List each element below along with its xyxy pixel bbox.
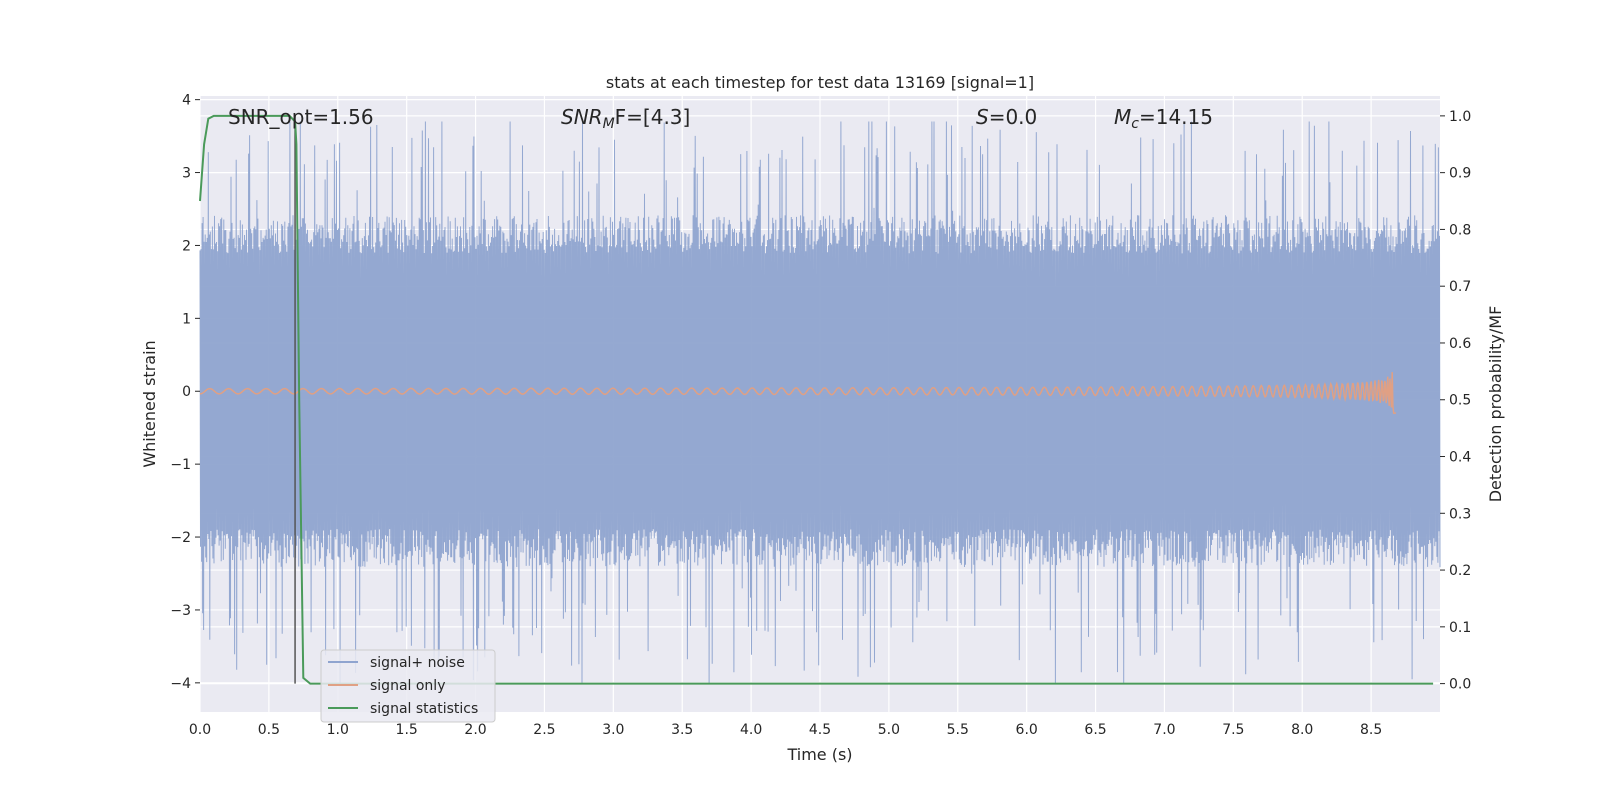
x-tick-label: 1.0: [327, 722, 349, 738]
y-right-tick-label: 0.0: [1449, 677, 1471, 693]
x-tick-label: 7.5: [1222, 722, 1244, 738]
y-left-tick-labels: 4 3 2 1 0 −1 −2 −3 −4: [170, 93, 200, 692]
x-tick-label: 3.5: [671, 722, 693, 738]
x-tick-label: 6.5: [1084, 722, 1106, 738]
y-right-tick-label: 0.4: [1449, 450, 1471, 466]
x-tick-label: 2.0: [464, 722, 486, 738]
x-tick-label: 5.5: [947, 722, 969, 738]
y-right-tick-label: 0.2: [1449, 563, 1471, 579]
annotation-snr-opt: SNR_opt=1.56: [228, 105, 374, 129]
y-left-tick-label: 1: [182, 311, 191, 327]
annotation-mc-rest: =14.15: [1139, 105, 1213, 129]
x-tick-label: 8.5: [1360, 722, 1382, 738]
annotation-snr-mf: SNRMF=[4.3]: [561, 105, 690, 132]
annotation-snr-mf-sub: M: [603, 116, 615, 132]
x-tick-label: 7.0: [1153, 722, 1175, 738]
signal-trace: [200, 372, 1396, 414]
y-left-tick-label: −1: [170, 457, 191, 473]
legend-box: [320, 649, 496, 723]
y-right-tick-label: 0.9: [1449, 166, 1471, 182]
x-tick-label: 4.0: [740, 722, 762, 738]
x-axis-label: Time (s): [786, 745, 852, 764]
y-right-tick-label: 0.3: [1449, 506, 1471, 522]
y-right-tick-label: 0.7: [1449, 279, 1471, 295]
legend-label-signal-plus-noise: signal+ noise: [370, 655, 465, 671]
x-tick-label: 1.5: [396, 722, 418, 738]
x-tick-label: 5.0: [878, 722, 900, 738]
annotation-mc-main: M: [1114, 105, 1131, 129]
y-left-axis-label: Whitened strain: [140, 340, 159, 467]
legend: signal+ noise signal only signal statist…: [320, 649, 496, 723]
annotation-s-main: S: [976, 105, 989, 129]
x-tick-label: 8.0: [1291, 722, 1313, 738]
annotation-snr-mf-rest: F=[4.3]: [615, 105, 691, 129]
y-right-tick-labels: 1.0 0.9 0.8 0.7 0.6 0.5 0.4 0.3 0.2 0.1 0.0: [1440, 109, 1471, 693]
y-left-tick-label: 2: [182, 238, 191, 254]
y-right-tick-label: 0.1: [1449, 620, 1471, 636]
annotation-s-rest: =0.0: [989, 105, 1038, 129]
x-tick-label: 4.5: [809, 722, 831, 738]
x-tick-label: 0.5: [258, 722, 280, 738]
x-tick-label: 3.0: [602, 722, 624, 738]
x-tick-labels: 0.0 0.5 1.0 1.5 2.0 2.5 3.0 3.5 4.0 4.5 5.0 5.5 6.0 6…: [189, 722, 1382, 738]
y-left-tick-label: −3: [170, 603, 191, 619]
y-left-tick-label: −4: [170, 676, 191, 692]
annotation-mc-sub: c: [1131, 116, 1139, 132]
x-tick-label: 2.5: [533, 722, 555, 738]
y-right-tick-label: 0.5: [1449, 393, 1471, 409]
annotation-snr-mf-main: SNR: [561, 105, 603, 129]
legend-label-signal-only: signal only: [370, 678, 445, 694]
y-right-tick-label: 0.8: [1449, 222, 1471, 238]
legend-label-signal-statistics: signal statistics: [370, 701, 478, 717]
series-signal-statistics: [199, 114, 1434, 685]
x-tick-label: 0.0: [189, 722, 211, 738]
annotation-s: S=0.0: [976, 105, 1037, 129]
series-signal-only: [200, 372, 1396, 414]
series-signal-plus-noise: [199, 121, 1441, 683]
noise-trace: [199, 121, 1441, 683]
y-left-tick-label: −2: [170, 530, 191, 546]
y-left-tick-label: 0: [182, 384, 191, 400]
y-right-axis-label: Detection probability/MF: [1486, 306, 1505, 503]
chart-title: stats at each timestep for test data 131…: [606, 73, 1034, 92]
y-right-tick-label: 1.0: [1449, 109, 1471, 125]
y-right-tick-label: 0.6: [1449, 336, 1471, 352]
x-tick-label: 6.0: [1016, 722, 1038, 738]
y-left-tick-label: 4: [182, 93, 191, 109]
annotation-mc: Mc=14.15: [1114, 105, 1213, 132]
y-left-tick-label: 3: [182, 166, 191, 182]
